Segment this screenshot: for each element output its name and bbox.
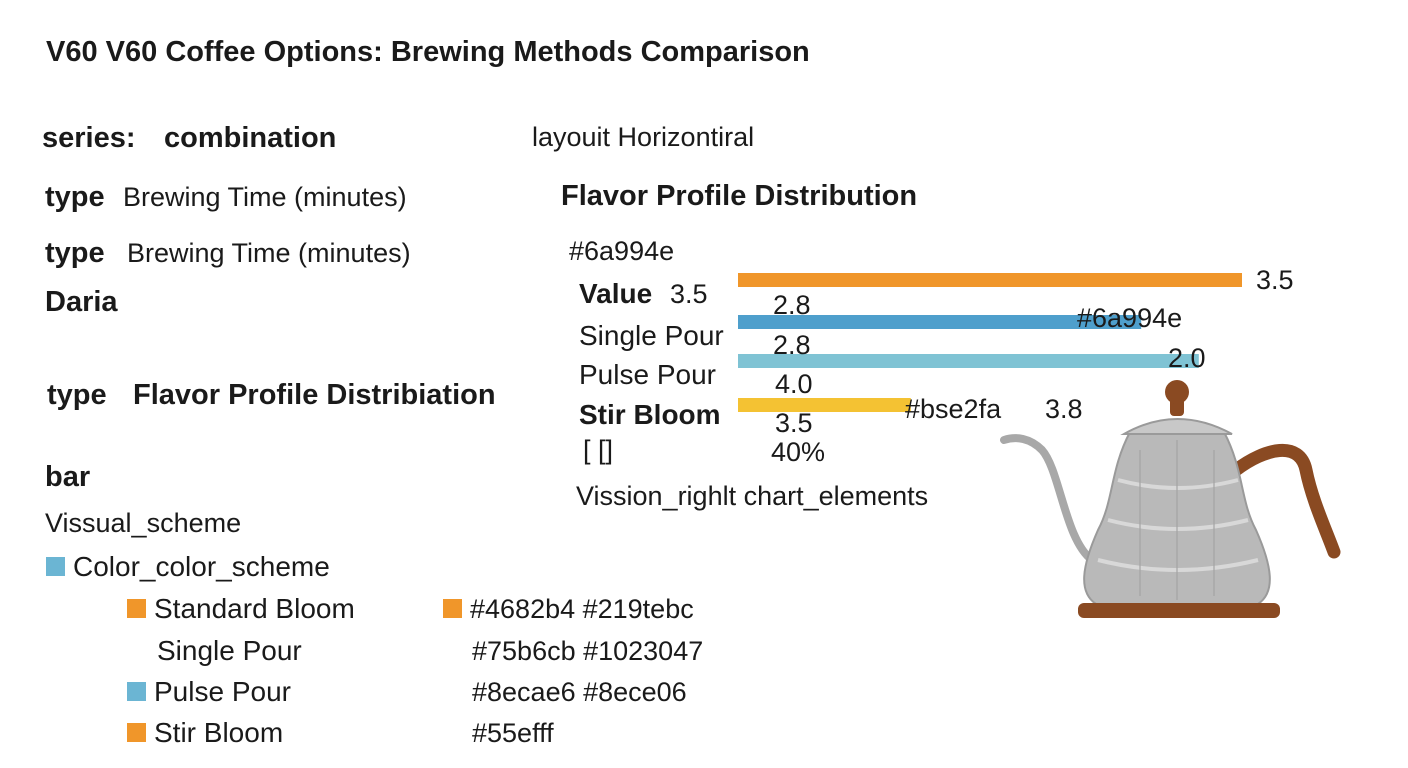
bar-3 <box>738 398 911 412</box>
value-header: Value <box>579 278 652 309</box>
hex-row-1: #4682b4 #219tebc <box>443 594 694 625</box>
hex-row-3: #8ecae6 #8ece06 <box>472 677 687 707</box>
legend-label: Pulse Pour <box>154 676 291 707</box>
legend-swatch <box>127 723 146 743</box>
series-value: combination <box>164 122 337 154</box>
type-value-3: Flavor Profile Distribiation <box>133 379 496 411</box>
bar-end-label: #bse2fa <box>905 394 1002 424</box>
category-label: Pulse Pour <box>579 359 716 390</box>
row-value-label: 3.5 <box>670 279 708 309</box>
hex-row-2: #75b6cb #1023047 <box>472 636 704 666</box>
legend-label: Stir Bloom <box>154 717 284 748</box>
legend-swatch <box>127 599 146 619</box>
bar-2 <box>738 354 1199 368</box>
chart-subtitle: Flavor Profile Distribution <box>561 180 918 212</box>
legend-label: Single Pour <box>157 635 302 666</box>
legend-item-single-pour: Single Pour <box>157 635 302 667</box>
hex-values: #4682b4 #219tebc <box>470 594 694 624</box>
type-value-2: Brewing Time (minutes) <box>127 238 411 268</box>
brackets-text: [ [] <box>583 435 614 465</box>
type-key-1: type <box>45 181 105 213</box>
extra-value-label: 3.5 <box>775 408 813 438</box>
bar-1 <box>738 315 1142 329</box>
color-scheme-swatch <box>46 557 65 577</box>
bar-end-label: 3.5 <box>1256 265 1294 295</box>
legend-item-standard-bloom: Standard Bloom <box>127 593 355 625</box>
page-title: V60 V60 Coffee Options: Brewing Methods … <box>46 36 810 68</box>
bar-0 <box>738 273 1242 287</box>
layout-label: layouit Horizontiral <box>532 122 755 152</box>
percent-label: 40% <box>771 437 826 467</box>
category-label: Single Pour <box>579 320 724 351</box>
type-key-3: type <box>47 379 107 411</box>
bar-end-label: #6a994e <box>1077 303 1182 333</box>
daria-label: Daria <box>45 286 118 318</box>
bar-label: bar <box>45 461 91 493</box>
legend-item-stir-bloom: Stir Bloom <box>127 717 283 749</box>
legend-swatch <box>127 682 146 702</box>
chart-layer: Single Pour Pulse Pour Stir Bloom Value 3.5 2… <box>579 265 1294 438</box>
row-value-label: 4.0 <box>775 369 813 399</box>
category-label: Stir Bloom <box>579 399 721 430</box>
type-value-1: Brewing Time (minutes) <box>123 182 407 212</box>
hex-swatch <box>443 599 462 619</box>
bar-end-label: 2.0 <box>1168 343 1206 373</box>
color-note: #6a994e <box>569 236 675 266</box>
series-key: series: <box>42 122 136 154</box>
color-scheme-label: Color_color_scheme <box>73 551 330 582</box>
position-note: Vission_righlt chart_elements <box>576 481 929 511</box>
hex-row-4: #55efff <box>472 718 554 748</box>
stray-value-label: 3.8 <box>1045 394 1083 424</box>
row-value-label: 2.8 <box>773 290 811 320</box>
row-value-label: 2.8 <box>773 330 811 360</box>
legend-label: Standard Bloom <box>154 593 355 624</box>
color-scheme-row: Color_color_scheme <box>46 551 330 583</box>
type-key-2: type <box>45 237 105 269</box>
kettle-illustration <box>1000 380 1341 618</box>
legend-item-pulse-pour: Pulse Pour <box>127 676 291 708</box>
visual-scheme-label: Vissual_scheme <box>45 508 242 538</box>
